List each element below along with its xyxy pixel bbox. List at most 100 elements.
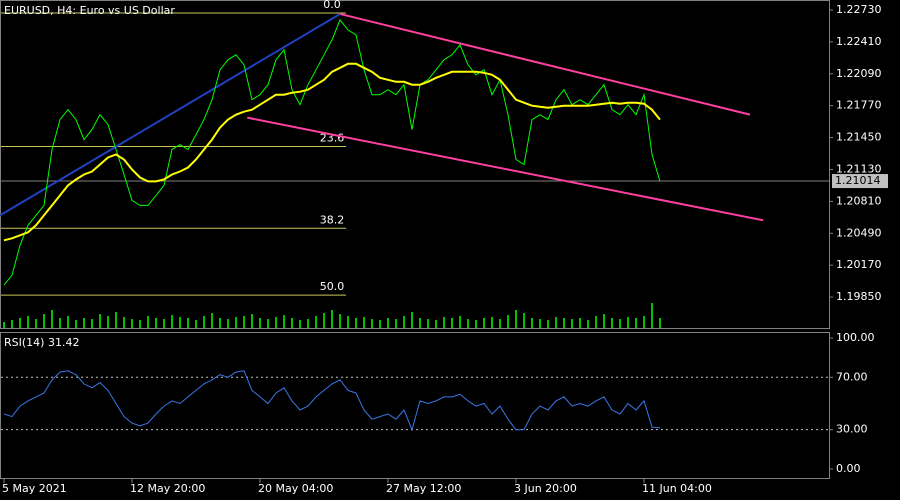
- volume-bar: [419, 318, 421, 328]
- x-tick-label: 3 Jun 20:00: [514, 482, 577, 495]
- volume-bar: [251, 314, 253, 328]
- volume-bar: [211, 313, 213, 328]
- volume-bar: [363, 317, 365, 328]
- volume-bar: [195, 320, 197, 328]
- chart-title: EURUSD, H4: Euro vs US Dollar: [4, 4, 175, 17]
- volume-bar: [555, 317, 557, 328]
- volume-bar: [475, 320, 477, 328]
- volume-bar: [467, 319, 469, 328]
- fib-label: 38.2: [320, 213, 345, 226]
- y-tick-label: 30.00: [836, 423, 868, 436]
- volume-bar: [531, 318, 533, 328]
- x-tick-label: 12 May 20:00: [130, 482, 205, 495]
- volume-bar: [315, 316, 317, 328]
- volume-bar: [403, 316, 405, 328]
- volume-bar: [371, 319, 373, 328]
- volume-bar: [219, 318, 221, 328]
- y-tick-label: 70.00: [836, 370, 868, 383]
- volume-bar: [579, 318, 581, 328]
- y-tick-label: 1.22730: [836, 3, 882, 16]
- volume-bar: [187, 318, 189, 328]
- volume-bar: [515, 310, 517, 328]
- volume-bar: [499, 319, 501, 328]
- volume-bar: [603, 314, 605, 328]
- x-tick-label: 5 May 2021: [2, 482, 67, 495]
- volume-bar: [627, 317, 629, 328]
- volume-bar: [395, 319, 397, 328]
- volume-bar: [387, 318, 389, 328]
- fib-label: 50.0: [320, 280, 345, 293]
- y-tick-label: 1.20170: [836, 258, 882, 271]
- series-line: [3, 370, 661, 432]
- y-tick-label: 100.00: [836, 331, 875, 344]
- x-tick-label: 20 May 04:00: [258, 482, 333, 495]
- volume-bar: [51, 310, 53, 328]
- trendline: [339, 12, 751, 116]
- price-panel: [0, 0, 830, 329]
- volume-bar: [203, 316, 205, 328]
- series-line: [3, 18, 661, 286]
- y-tick-label: 1.20490: [836, 226, 882, 239]
- volume-bar: [283, 315, 285, 328]
- volume-bar: [291, 318, 293, 328]
- volume-bar: [611, 318, 613, 328]
- volume-bar: [619, 319, 621, 328]
- rsi-panel: [0, 332, 830, 479]
- volume-bar: [3, 322, 5, 328]
- volume-bar: [347, 316, 349, 328]
- volume-bar: [275, 317, 277, 328]
- trendline: [247, 116, 764, 222]
- volume-bar: [67, 316, 69, 328]
- volume-bar: [435, 320, 437, 328]
- volume-bar: [131, 319, 133, 328]
- y-tick-label: 1.22090: [836, 67, 882, 80]
- volume-bar: [523, 313, 525, 328]
- y-tick-label: 0.00: [836, 462, 861, 475]
- volume-bar: [483, 318, 485, 328]
- y-tick-label: 1.21130: [836, 162, 882, 175]
- volume-bar: [99, 314, 101, 328]
- volume-bar: [659, 318, 661, 328]
- volume-bar: [379, 320, 381, 328]
- trendline: [0, 13, 341, 217]
- volume-bar: [27, 316, 29, 328]
- y-tick-label: 1.20810: [836, 194, 882, 207]
- y-tick-label: 1.21450: [836, 131, 882, 144]
- volume-bar: [571, 319, 573, 328]
- volume-bar: [411, 312, 413, 328]
- volume-bar: [227, 319, 229, 328]
- volume-bar: [299, 320, 301, 328]
- volume-bar: [451, 318, 453, 328]
- y-tick-label: 1.21770: [836, 99, 882, 112]
- volume-bar: [179, 317, 181, 328]
- volume-bar: [43, 314, 45, 328]
- x-tick-label: 27 May 12:00: [386, 482, 461, 495]
- y-tick-label: 1.22410: [836, 35, 882, 48]
- volume-bar: [651, 303, 653, 328]
- volume-bar: [339, 314, 341, 328]
- x-tick-label: 11 Jun 04:00: [642, 482, 712, 495]
- volume-bar: [587, 320, 589, 328]
- volume-bar: [547, 320, 549, 328]
- volume-bar: [115, 312, 117, 328]
- volume-bar: [83, 318, 85, 328]
- volume-bar: [355, 318, 357, 328]
- volume-bar: [643, 316, 645, 328]
- volume-bar: [155, 318, 157, 328]
- current-price-label: 1.21014: [835, 174, 881, 187]
- volume-bar: [443, 317, 445, 328]
- volume-bar: [539, 319, 541, 328]
- volume-bar: [427, 319, 429, 328]
- volume-bar: [507, 315, 509, 328]
- volume-bar: [91, 319, 93, 328]
- fib-label: 0.0: [323, 0, 341, 11]
- volume-bar: [35, 319, 37, 328]
- volume-bar: [123, 317, 125, 328]
- volume-bar: [243, 316, 245, 328]
- volume-bar: [19, 318, 21, 328]
- volume-bar: [139, 320, 141, 328]
- current-price-box: [832, 174, 888, 189]
- volume-bar: [59, 318, 61, 328]
